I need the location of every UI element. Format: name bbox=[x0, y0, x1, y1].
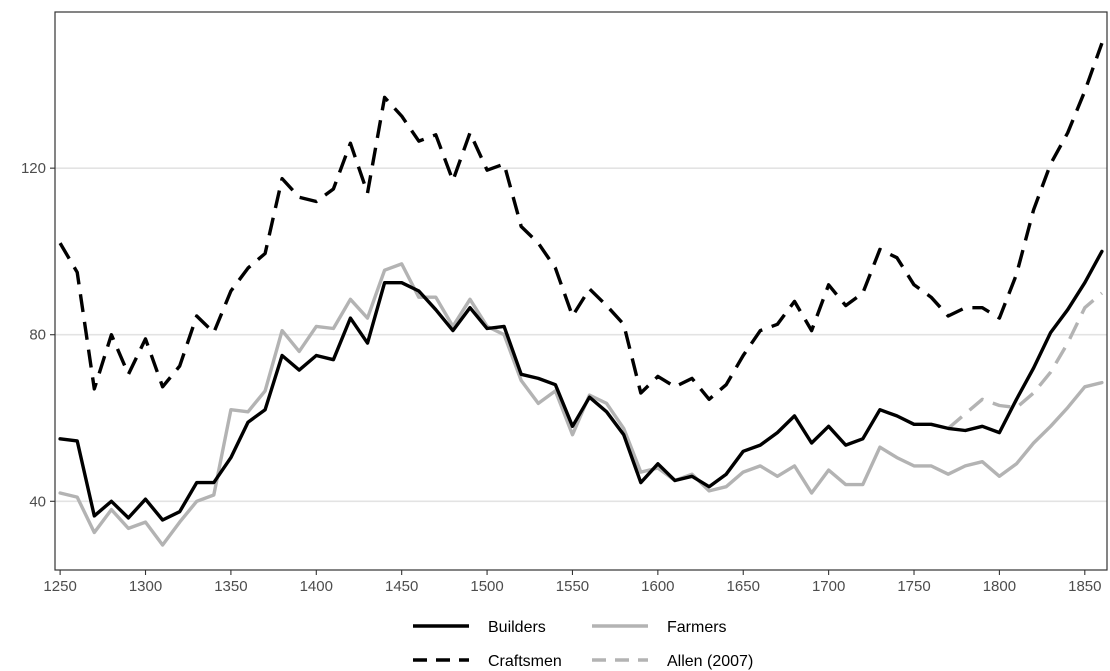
gridlines bbox=[55, 167, 1107, 503]
x-tick-label-1350: 1350 bbox=[214, 578, 247, 595]
x-tick-label-1850: 1850 bbox=[1068, 578, 1101, 595]
y-tick-label-120: 120 bbox=[21, 160, 46, 177]
x-tick-label-1400: 1400 bbox=[300, 578, 333, 595]
x-tick-label-1500: 1500 bbox=[470, 578, 503, 595]
x-tick-label-1600: 1600 bbox=[641, 578, 674, 595]
legend-label-builders: Builders bbox=[488, 619, 546, 636]
y-tick-label-40: 40 bbox=[29, 493, 46, 510]
y-tick-label-80: 80 bbox=[29, 327, 46, 344]
series-lines bbox=[58, 42, 1104, 547]
x-tick-label-1650: 1650 bbox=[727, 578, 760, 595]
legend-label-craftsmen: Craftsmen bbox=[488, 653, 562, 670]
x-tick-label-1300: 1300 bbox=[129, 578, 162, 595]
legend-label-farmers: Farmers bbox=[667, 619, 727, 636]
legend: Builders Farmers Craftsmen Allen (2007) bbox=[413, 619, 753, 670]
x-tick-label-1700: 1700 bbox=[812, 578, 845, 595]
x-tick-label-1750: 1750 bbox=[897, 578, 930, 595]
legend-label-allen-2007: Allen (2007) bbox=[667, 653, 753, 670]
series-line-builders bbox=[58, 249, 1104, 522]
x-tick-label-1250: 1250 bbox=[43, 578, 76, 595]
axes: 1250 1300 1350 1400 1450 1500 1550 1600 1650 1700… bbox=[21, 160, 1102, 595]
x-tick-label-1800: 1800 bbox=[983, 578, 1016, 595]
plot-panel-border bbox=[54, 11, 1108, 571]
series-line-allen-2007 bbox=[947, 291, 1104, 430]
x-tick-label-1450: 1450 bbox=[385, 578, 418, 595]
series-line-craftsmen bbox=[58, 42, 1104, 401]
x-tick-label-1550: 1550 bbox=[556, 578, 589, 595]
